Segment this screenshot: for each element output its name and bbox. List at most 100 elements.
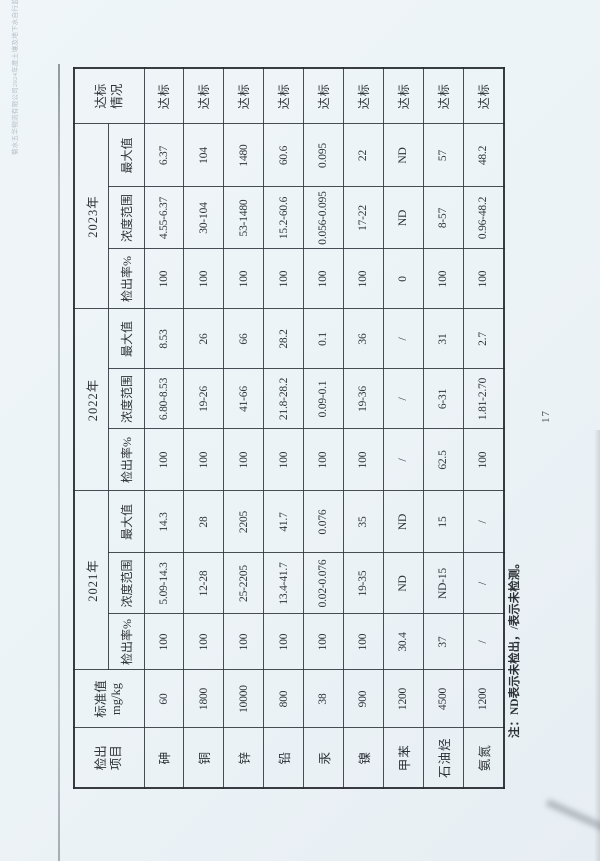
header-year-2021: 2021年 (74, 491, 108, 670)
cell-2023-range: 0.056-0.095 (303, 187, 344, 249)
cell-2021-max: ND (383, 491, 424, 553)
cell-2021-max: 14.3 (144, 491, 184, 553)
cell-2021-rate: / (463, 614, 504, 670)
cell-2021-max: 28 (183, 491, 224, 553)
header-2022-max: 最大值 (108, 309, 144, 369)
table-region: 检出 项目 标准值 mg/kg 2021年 2022年 2023年 达标 情况 (73, 67, 505, 789)
cell-2023-rate: 100 (263, 249, 304, 309)
row-status: 达标 (223, 68, 264, 124)
cell-2023-range: ND (383, 187, 424, 249)
cell-2022-max: 26 (183, 309, 224, 369)
cell-2023-rate: 100 (144, 249, 184, 309)
cell-2022-range: 1.81-2.70 (463, 369, 504, 429)
cell-2021-rate: 100 (144, 614, 184, 670)
scan-shadow (594, 430, 600, 861)
cell-2022-range: / (383, 369, 424, 429)
cell-2021-rate: 100 (263, 614, 304, 670)
cell-2021-max: 2205 (223, 491, 264, 553)
cell-2021-max: / (463, 491, 504, 553)
scan-edge-line (58, 64, 60, 861)
row-item-name: 甲苯 (383, 728, 424, 788)
row-status: 达标 (343, 68, 384, 124)
cell-2023-rate: 100 (423, 249, 463, 309)
cell-2022-rate: 100 (263, 429, 304, 491)
header-2022-rate: 检出率% (108, 429, 144, 491)
cell-2021-rate: 100 (223, 614, 264, 670)
cell-2023-rate: 100 (303, 249, 344, 309)
row-status: 达标 (183, 68, 224, 124)
cell-2021-rate: 30.4 (383, 614, 424, 670)
cell-2023-max: 104 (183, 124, 224, 187)
cell-2022-max: 2.7 (463, 309, 504, 369)
scan-smudge (545, 798, 600, 845)
row-item-name: 砷 (144, 728, 184, 788)
cell-2022-rate: 100 (223, 429, 264, 491)
cell-2023-range: 30-104 (183, 187, 224, 249)
table-row: 汞 38 100 0.02-0.076 0.076 100 0.09-0.1 0.1 100 0.… (303, 68, 344, 788)
cell-2021-rate: 100 (183, 614, 224, 670)
cell-2023-range: 15.2-60.6 (263, 187, 304, 249)
table-row: 氨氮 1200///100 1.81-2.70 2.7 100 0.96-48.2 48.2… (463, 68, 504, 788)
row-item-name: 铅 (263, 728, 304, 788)
cell-2021-range: 0.02-0.076 (303, 553, 344, 614)
cell-2022-range: 0.09-0.1 (303, 369, 344, 429)
row-item-name: 镍 (343, 728, 384, 788)
footnote-region: 注：ND表示未检出，/表示未检测。 (506, 557, 524, 738)
table-row: 锌 10000 100 25-2205 2205 100 41-66 66 100 53-1480… (223, 68, 264, 788)
header-standard: 标准值 mg/kg (74, 670, 144, 728)
row-item-name: 汞 (303, 728, 344, 788)
cell-2021-range: ND (383, 553, 424, 614)
cell-2022-range: 19-26 (183, 369, 224, 429)
header-2021-rate: 检出率% (108, 614, 144, 670)
header-2021-max: 最大值 (108, 491, 144, 553)
cell-2023-range: 53-1480 (223, 187, 264, 249)
row-standard-value: 10000 (223, 670, 264, 728)
header-item: 检出 项目 (74, 728, 144, 788)
cell-2022-range: 41-66 (223, 369, 264, 429)
cell-2021-rate: 100 (343, 614, 384, 670)
row-standard-value: 1200 (383, 670, 424, 728)
header-status: 达标 情况 (74, 68, 144, 124)
cell-2023-range: 17-22 (343, 187, 384, 249)
row-status: 达标 (383, 68, 424, 124)
row-standard-value: 60 (144, 670, 184, 728)
cell-2022-range: 6.80-8.53 (144, 369, 184, 429)
cell-2022-max: 0.1 (303, 309, 344, 369)
table-row: 镍 900 100 19-35 35 100 19-36 36 100 17-22 22 达标 (343, 68, 384, 788)
cell-2023-max: 6.37 (144, 124, 184, 187)
cell-2023-rate: 100 (223, 249, 264, 309)
row-status: 达标 (144, 68, 184, 124)
cell-2022-rate: 100 (463, 429, 504, 491)
cell-2021-max: 41.7 (263, 491, 304, 553)
cell-2022-max: 36 (343, 309, 384, 369)
cell-2021-rate: 37 (423, 614, 463, 670)
cell-2022-range: 6-31 (423, 369, 463, 429)
cell-2022-range: 19-36 (343, 369, 384, 429)
cell-2023-max: ND (383, 124, 424, 187)
cell-2021-range: / (463, 553, 504, 614)
cell-2021-rate: 100 (303, 614, 344, 670)
header-2023-range: 浓度范围 (108, 187, 144, 249)
cell-2023-rate: 100 (463, 249, 504, 309)
cell-2022-max: / (383, 309, 424, 369)
row-standard-value: 38 (303, 670, 344, 728)
cell-2021-range: 5.09-14.3 (144, 553, 184, 614)
row-item-name: 石油烃 (423, 728, 463, 788)
row-status: 达标 (463, 68, 504, 124)
table-row: 砷 60 100 5.09-14.3 14.3 100 6.80-8.53 8.53 100 4.… (144, 68, 184, 788)
row-standard-value: 1800 (183, 670, 224, 728)
cell-2021-max: 0.076 (303, 491, 344, 553)
header-2021-range: 浓度范围 (108, 553, 144, 614)
cell-2022-rate: / (383, 429, 424, 491)
cell-2021-max: 35 (343, 491, 384, 553)
cell-2023-rate: 100 (183, 249, 224, 309)
table-row: 铜 1800 100 12-28 28 100 19-26 26 100 30-104 104 达标 (183, 68, 224, 788)
cell-2022-rate: 62.5 (423, 429, 463, 491)
row-item-name: 铜 (183, 728, 224, 788)
running-header: 菊水五华物流有限公司2024年度土壤及地下水自行监测报告 (9, 0, 23, 155)
cell-2022-max: 31 (423, 309, 463, 369)
cell-2023-range: 0.96-48.2 (463, 187, 504, 249)
cell-2021-range: 25-2205 (223, 553, 264, 614)
cell-2023-max: 48.2 (463, 124, 504, 187)
